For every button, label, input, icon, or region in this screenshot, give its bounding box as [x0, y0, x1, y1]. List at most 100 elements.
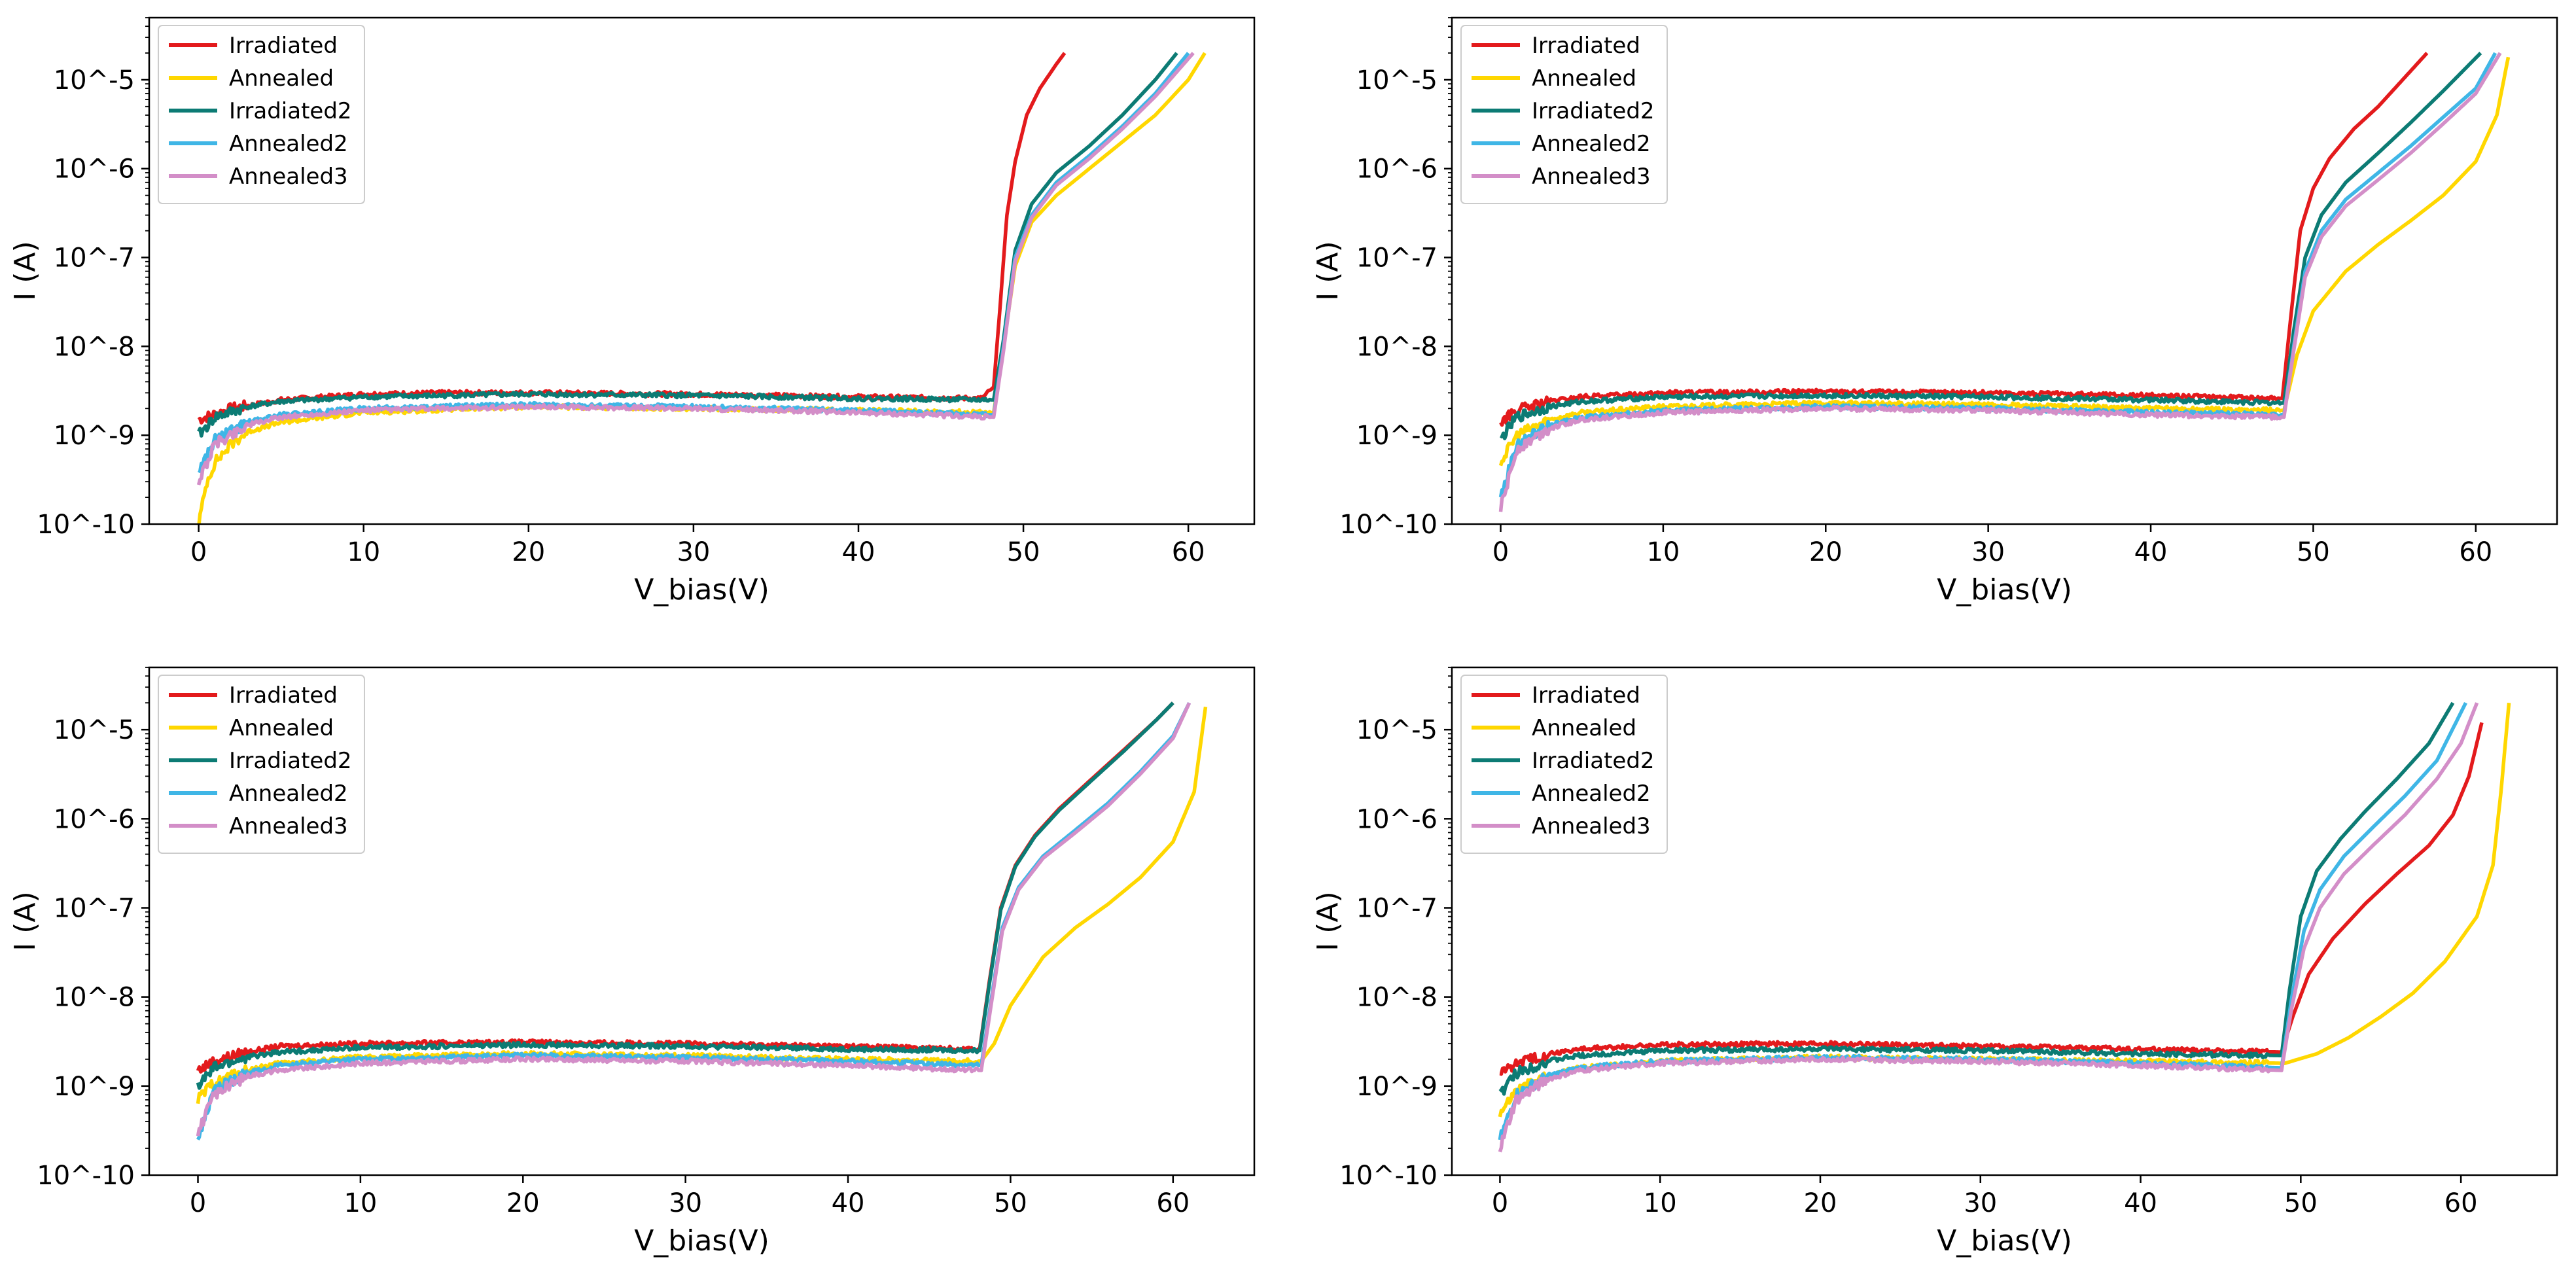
- y-tick-label: 10^-7: [54, 894, 135, 924]
- series-line-annealed3: [196, 52, 1195, 485]
- series-line-irradiated2: [1499, 52, 2482, 440]
- legend-label: Annealed: [1532, 715, 1636, 741]
- y-tick-label: 10^-6: [54, 804, 135, 834]
- series-line-irradiated2: [196, 701, 1174, 1090]
- y-tick-label: 10^-9: [1356, 1072, 1438, 1102]
- x-tick-label: 60: [1172, 537, 1205, 567]
- y-tick-label: 10^-6: [1356, 154, 1438, 185]
- y-tick-label: 10^-5: [1356, 715, 1438, 745]
- legend-label: Irradiated2: [1532, 98, 1655, 124]
- y-tick-label: 10^-7: [1356, 894, 1438, 924]
- series-line-irradiated: [1499, 52, 2429, 427]
- legend-label: Irradiated2: [229, 98, 352, 124]
- legend: Irradiated Annealed Irradiated2 Annealed2 An…: [1460, 25, 1668, 204]
- legend: Irradiated Annealed Irradiated2 Annealed2 An…: [158, 675, 365, 854]
- y-tick-label: 10^-8: [1356, 332, 1438, 362]
- legend-label: Annealed2: [229, 131, 348, 157]
- x-axis-label: V_bias(V): [1937, 1224, 2072, 1258]
- y-tick-label: 10^-7: [1356, 243, 1438, 273]
- x-tick-label: 40: [2124, 1188, 2157, 1218]
- legend-label: Annealed3: [229, 164, 348, 190]
- x-tick-label: 50: [2297, 537, 2330, 567]
- legend-box: [158, 675, 365, 854]
- legend-label: Annealed: [229, 715, 334, 741]
- x-tick-label: 0: [190, 1188, 206, 1218]
- y-tick-label: 10^-8: [54, 983, 135, 1013]
- chart-panel-top-right: 0 10 20 30 40 50 60 10^-10 10^-9 10^-8 10^-7 10^-6 1…: [1311, 16, 2558, 607]
- y-tick-label: 10^-5: [1356, 65, 1438, 96]
- x-tick-label: 10: [347, 537, 380, 567]
- x-tick-label: 50: [994, 1188, 1027, 1218]
- x-tick-label: 0: [1492, 537, 1509, 567]
- x-tick-label: 40: [842, 537, 875, 567]
- y-tick-label: 10^-10: [37, 510, 135, 540]
- legend-label: Irradiated: [229, 682, 338, 709]
- series-line-annealed3: [1498, 52, 2502, 512]
- legend-box: [1460, 25, 1668, 204]
- series-group: [1498, 701, 2511, 1153]
- legend: Irradiated Annealed Irradiated2 Annealed2 An…: [158, 25, 365, 204]
- x-tick-label: 30: [669, 1188, 702, 1218]
- series-line-annealed3: [196, 702, 1191, 1137]
- legend-label: Irradiated2: [229, 748, 352, 774]
- x-tick-label: 30: [1971, 537, 2005, 567]
- y-tick-label: 10^-10: [1339, 1161, 1438, 1191]
- series-group: [196, 52, 1207, 524]
- x-tick-label: 50: [1007, 537, 1040, 567]
- legend-label: Irradiated: [1532, 682, 1640, 709]
- x-tick-label: 30: [677, 537, 710, 567]
- x-tick-label: 10: [1646, 537, 1680, 567]
- x-tick-label: 30: [1964, 1188, 1997, 1218]
- legend-label: Irradiated2: [1532, 748, 1655, 774]
- legend-label: Annealed2: [1532, 781, 1651, 807]
- y-tick-label: 10^-9: [54, 421, 135, 451]
- y-tick-label: 10^-10: [1339, 510, 1438, 540]
- legend-label: Annealed3: [1532, 164, 1651, 190]
- x-tick-label: 20: [1809, 537, 1843, 567]
- x-tick-label: 50: [2284, 1188, 2318, 1218]
- y-axis-label: I (A): [9, 241, 42, 300]
- x-tick-label: 40: [832, 1188, 865, 1218]
- series-line-irradiated2: [1498, 701, 2455, 1096]
- series-group: [196, 701, 1208, 1141]
- y-axis-label: I (A): [1311, 241, 1345, 300]
- legend-label: Irradiated: [229, 33, 338, 59]
- x-tick-label: 10: [344, 1188, 377, 1218]
- y-axis-label: I (A): [1311, 891, 1345, 951]
- x-tick-label: 20: [1804, 1188, 1837, 1218]
- chart-panel-bottom-left: 0 10 20 30 40 50 60 10^-10 10^-9 10^-8 10^-7 10^-6 1…: [9, 666, 1256, 1258]
- legend-label: Irradiated: [1532, 33, 1640, 59]
- legend-box: [158, 25, 365, 204]
- legend: Irradiated Annealed Irradiated2 Annealed2 An…: [1460, 675, 1668, 854]
- x-axis-label: V_bias(V): [1937, 573, 2072, 607]
- x-tick-label: 20: [506, 1188, 540, 1218]
- x-tick-label: 0: [190, 537, 207, 567]
- y-tick-label: 10^-7: [54, 243, 135, 273]
- x-axis-label: V_bias(V): [634, 573, 769, 607]
- x-tick-label: 40: [2134, 537, 2168, 567]
- x-tick-label: 60: [1156, 1188, 1190, 1218]
- chart-panel-bottom-right: 0 10 20 30 40 50 60 10^-10 10^-9 10^-8 10^-7 10^-6 1…: [1311, 666, 2558, 1258]
- x-tick-label: 60: [2459, 537, 2492, 567]
- x-tick-label: 10: [1644, 1188, 1677, 1218]
- y-tick-label: 10^-5: [54, 715, 135, 745]
- y-tick-label: 10^-8: [54, 332, 135, 362]
- y-axis-label: I (A): [9, 891, 42, 951]
- y-tick-label: 10^-8: [1356, 983, 1438, 1013]
- legend-label: Annealed: [229, 65, 334, 92]
- series-group: [1498, 52, 2511, 512]
- legend-label: Annealed2: [1532, 131, 1651, 157]
- legend-label: Annealed3: [229, 813, 348, 839]
- y-tick-label: 10^-6: [54, 154, 135, 185]
- chart-panel-top-left: 0 10 20 30 40 50 60 10^-10 10^-9 10^-8 10^-7 10^-6 1…: [9, 16, 1256, 607]
- legend-box: [1460, 675, 1668, 854]
- series-line-annealed3: [1498, 702, 2479, 1153]
- y-tick-label: 10^-10: [37, 1161, 135, 1191]
- y-tick-label: 10^-6: [1356, 804, 1438, 834]
- y-tick-label: 10^-9: [54, 1072, 135, 1102]
- y-tick-label: 10^-5: [54, 65, 135, 96]
- legend-label: Annealed3: [1532, 813, 1651, 839]
- series-line-irradiated: [1499, 722, 2484, 1076]
- x-tick-label: 20: [512, 537, 545, 567]
